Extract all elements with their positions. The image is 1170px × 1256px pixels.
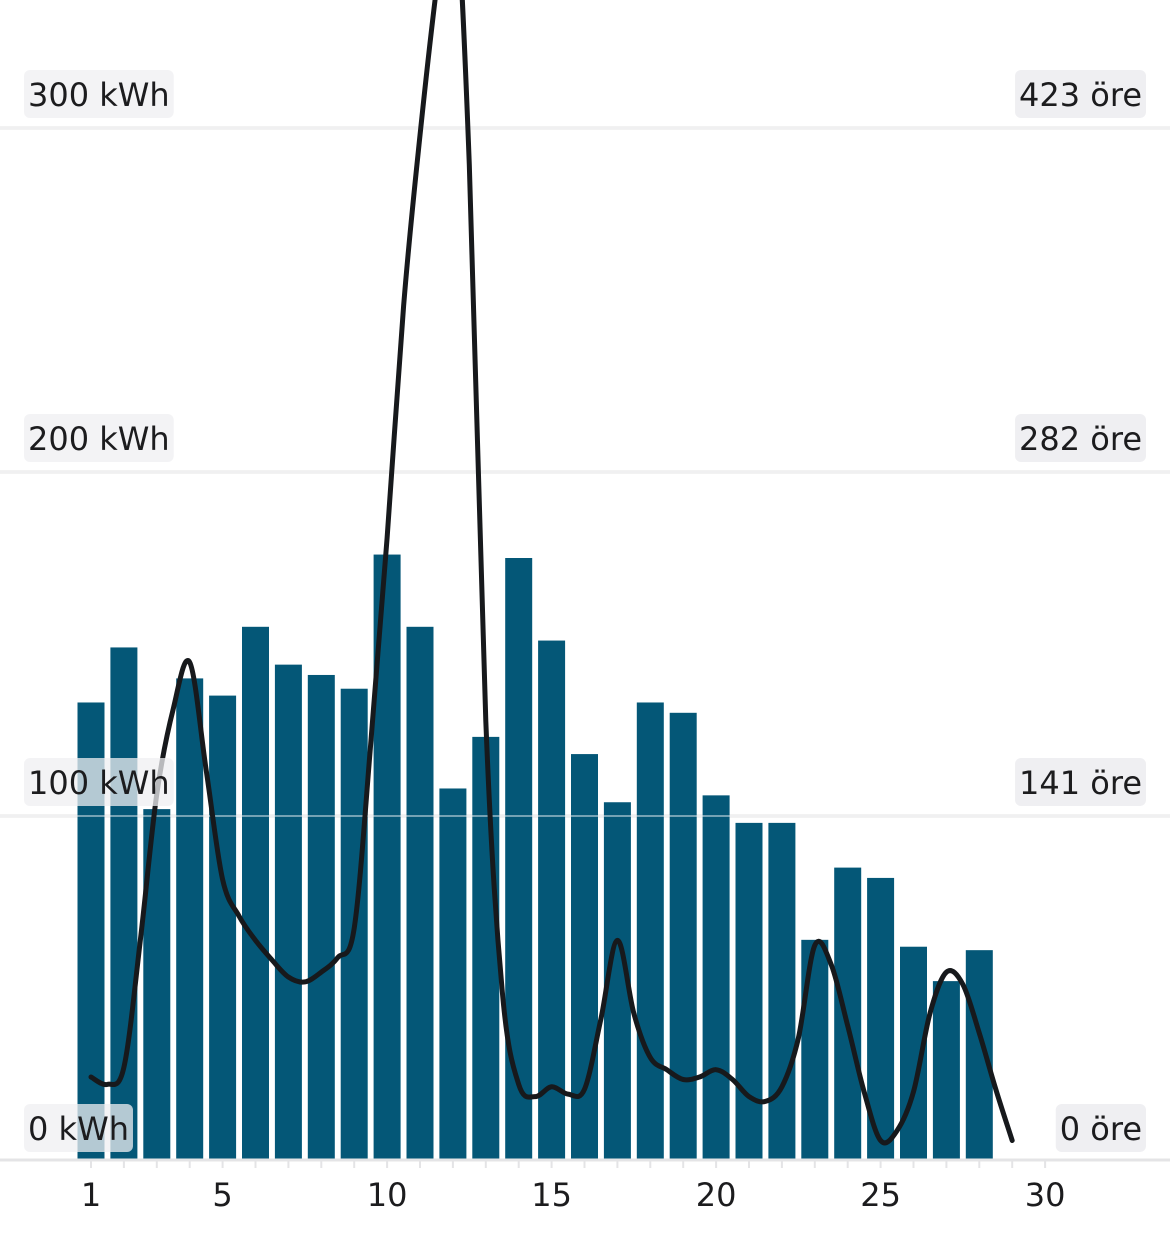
x-tick-label: 10 [367,1176,408,1214]
price-line-layer [88,0,1015,1146]
bar-day-22 [768,822,796,1160]
left-axis-label-bg [24,1104,133,1152]
left-axis-label-bg [24,414,174,462]
bar-day-14 [505,558,533,1160]
bar-day-6 [242,626,269,1160]
left-axis-label: 100 kWh [28,764,170,802]
price-line [88,0,1015,1146]
right-axis-label-bg [1015,758,1146,806]
bar-day-21 [735,822,763,1160]
x-tick-label: 5 [212,1176,232,1214]
right-axis-label-bg [1015,414,1146,462]
right-axis-label: 423 öre [1019,76,1142,114]
bar-day-5 [209,695,237,1160]
x-axis: 1 5 10 15 20 25 30 [0,1158,1170,1214]
bar-day-24 [834,867,862,1160]
bar-day-28 [965,950,993,1160]
bar-day-23 [801,939,829,1160]
right-axis-label: 141 öre [1019,764,1142,802]
bar-day-13 [472,736,500,1160]
bar-day-7 [274,664,302,1160]
bar-day-20 [702,795,730,1160]
left-axis-label: 0 kWh [28,1110,129,1148]
bar-day-27 [932,981,960,1160]
bar-day-15 [538,640,566,1160]
consumption-bars [0,127,1170,1160]
left-axis-label: 200 kWh [28,420,170,458]
right-axis-label-bg [1015,70,1146,118]
bar-day-16 [571,754,598,1160]
bar-day-11 [406,626,434,1160]
x-tick-label: 1 [81,1176,101,1214]
y-axis-labels: 0 kWh 0 öre 100 kWh 141 öre 200 kWh 282 öre 30… [24,70,1146,1152]
bar-day-8 [307,674,335,1160]
left-axis-label-bg [24,758,174,806]
left-axis-label: 300 kWh [28,76,170,114]
left-axis-label-bg [24,70,174,118]
right-axis-label: 0 öre [1060,1110,1142,1148]
bar-day-12 [439,788,467,1160]
x-tick-label: 25 [860,1176,901,1214]
bar-day-4 [176,678,204,1160]
x-tick-label: 20 [696,1176,737,1214]
right-axis-label-bg [1055,1104,1146,1152]
x-tick-label: 15 [531,1176,572,1214]
bar-day-19 [669,712,697,1160]
bar-day-18 [636,702,664,1160]
x-tick-label: 30 [1025,1176,1066,1214]
right-axis-label: 282 öre [1019,420,1142,458]
